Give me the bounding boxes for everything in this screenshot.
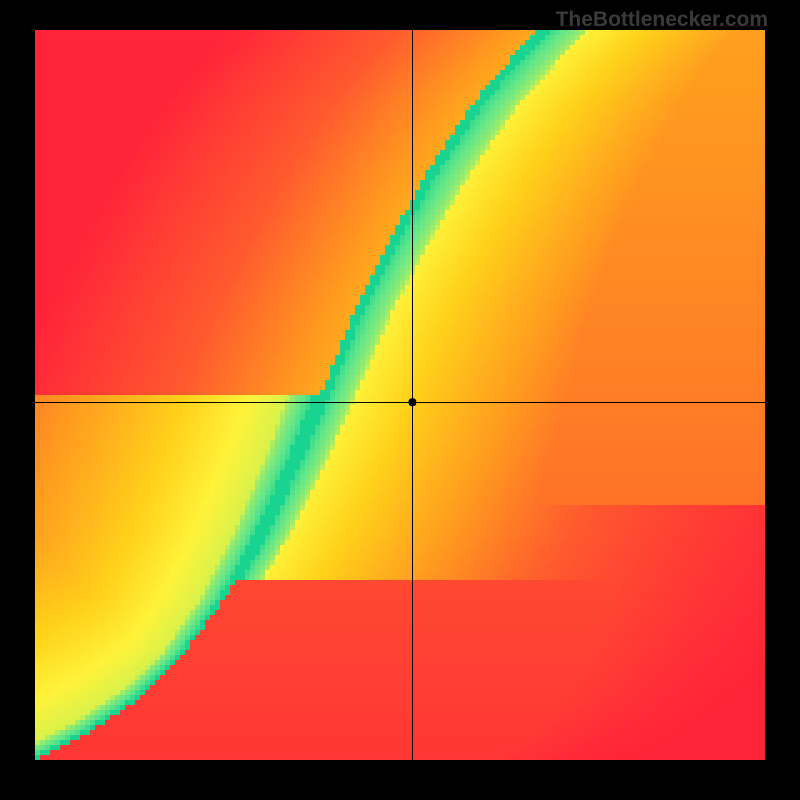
bottleneck-heatmap	[35, 30, 765, 760]
chart-container: TheBottlenecker.com	[0, 0, 800, 800]
watermark-text: TheBottlenecker.com	[556, 8, 768, 32]
